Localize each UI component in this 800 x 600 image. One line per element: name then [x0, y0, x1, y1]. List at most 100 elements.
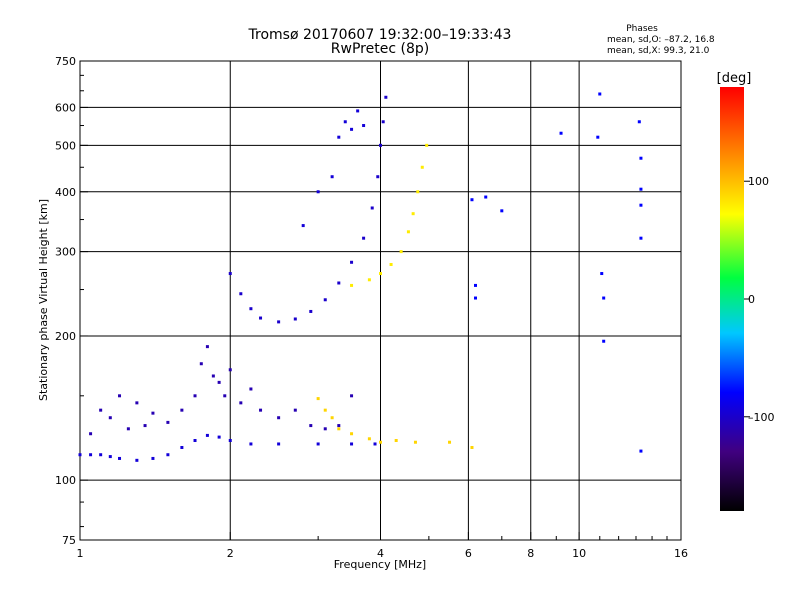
y-tick-label: 200 [55, 330, 76, 343]
echo-point [350, 432, 354, 436]
echo-point [470, 445, 474, 449]
phase-stats-x: mean, sd,X: 99.3, 21.0 [607, 46, 710, 56]
echo-point [205, 433, 209, 437]
echo-point [406, 230, 410, 234]
echo-point [362, 124, 366, 128]
x-tick-label: 10 [572, 547, 586, 560]
echo-point [362, 236, 366, 240]
echo-point [108, 455, 112, 459]
echo-point [89, 432, 93, 436]
echo-point [151, 411, 155, 415]
y-tick-label: 75 [62, 534, 76, 547]
echo-point [484, 195, 488, 199]
echo-point [639, 156, 643, 160]
y-axis-ticks: 75 100 200 300 400 500 600 750 [55, 55, 88, 547]
echo-point [379, 440, 382, 444]
phase-stats-title: Phases [626, 24, 658, 34]
echo-point [180, 445, 184, 449]
echo-point [602, 296, 606, 300]
echo-point [389, 262, 393, 266]
x-axis-label: Frequency [MHz] [334, 558, 426, 571]
x-tick-label: 4 [377, 547, 384, 560]
echo-point [367, 437, 371, 441]
echo-point [228, 272, 232, 276]
echo-point [639, 236, 643, 240]
colorbar [720, 87, 744, 511]
echo-point [373, 442, 377, 446]
echo-point [350, 127, 354, 131]
echo-point [301, 224, 305, 228]
colorbar-tick-label: 0 [748, 293, 755, 306]
x-tick-label: 1 [77, 547, 84, 560]
echo-point [337, 424, 341, 428]
echo-point [293, 317, 297, 321]
colorbar-tick-label: –100 [748, 411, 775, 424]
y-tick-label: 600 [55, 101, 76, 114]
colorbar-ticks: 100 0 –100 [744, 175, 775, 424]
chart-subtitle: RwPretec (8p) [331, 41, 429, 57]
echo-point [239, 401, 243, 405]
echo-point [600, 272, 604, 276]
y-tick-label: 100 [55, 474, 76, 487]
echo-point [330, 175, 334, 179]
echo-point [350, 283, 354, 287]
echo-point [367, 278, 371, 282]
echo-point [205, 345, 209, 349]
echo-point [602, 339, 606, 343]
echo-point [425, 143, 429, 147]
echo-point [151, 456, 155, 460]
echo-point [323, 408, 327, 412]
echo-point [559, 131, 563, 135]
echo-point [309, 424, 313, 428]
echo-point [118, 456, 122, 460]
echo-point [337, 427, 341, 431]
x-tick-label: 8 [527, 547, 534, 560]
x-tick-label: 6 [465, 547, 472, 560]
y-tick-label: 400 [55, 186, 76, 199]
echo-point [277, 416, 281, 420]
y-tick-label: 750 [55, 55, 76, 68]
echo-point [356, 109, 360, 113]
echo-point [193, 439, 197, 443]
data-points [78, 92, 643, 462]
echo-point [99, 408, 103, 412]
echo-point [309, 309, 313, 313]
echo-point [639, 449, 643, 453]
echo-point [343, 120, 347, 124]
echo-point [135, 458, 139, 462]
echo-point [78, 453, 82, 457]
echo-point [108, 416, 112, 420]
echo-point [330, 416, 334, 420]
echo-point [180, 408, 184, 412]
echo-point [420, 165, 424, 169]
echo-point [473, 283, 477, 287]
echo-point [293, 408, 297, 412]
echo-point [316, 397, 320, 401]
echo-point [370, 206, 374, 210]
echo-point [384, 95, 388, 99]
echo-point [323, 427, 327, 431]
echo-point [337, 135, 341, 139]
y-axis-label: Stationary phase Virtual Height [km] [37, 199, 50, 401]
echo-point [249, 442, 253, 446]
echo-point [411, 212, 415, 216]
echo-point [193, 394, 197, 398]
echo-point [596, 135, 600, 139]
echo-point [126, 427, 130, 431]
echo-point [639, 187, 643, 191]
echo-point [470, 198, 474, 202]
echo-point [199, 362, 203, 366]
echo-point [249, 307, 253, 311]
echo-point [500, 209, 504, 213]
echo-point [350, 394, 354, 398]
chart-title: Tromsø 20170607 19:32:00–19:33:43 [248, 27, 512, 43]
echo-point [381, 120, 385, 124]
echo-point [473, 296, 477, 300]
echo-point [89, 453, 93, 457]
echo-point [316, 442, 320, 446]
echo-point [259, 316, 263, 320]
echo-point [323, 298, 327, 302]
echo-point [217, 380, 221, 384]
colorbar-label: [deg] [717, 71, 752, 86]
